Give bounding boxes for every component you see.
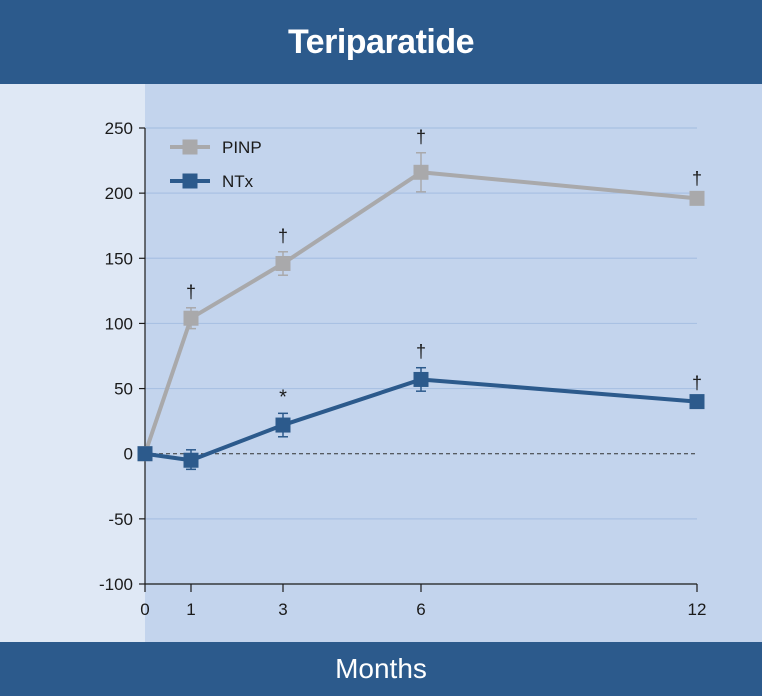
chart-title-banner: Teriparatide (0, 0, 762, 84)
axes (139, 127, 698, 592)
chart-title: Teriparatide (287, 22, 475, 61)
x-tick-label: 6 (416, 600, 425, 619)
data-point-ntx (183, 452, 199, 468)
data-point-pinp (413, 164, 429, 180)
y-tick-label: 250 (105, 119, 133, 138)
x-tick-label: 1 (186, 600, 195, 619)
data-point-pinp (689, 190, 705, 206)
significance-annotation: † (416, 127, 426, 147)
data-point-ntx (689, 394, 705, 410)
significance-annotation: * (279, 386, 287, 408)
legend: PINP NTx (170, 138, 262, 191)
legend-label-pinp: PINP (222, 138, 262, 157)
significance-annotation: † (278, 226, 288, 246)
gridlines (145, 127, 697, 520)
x-axis-label-banner: Months (0, 642, 762, 696)
significance-annotation: † (416, 342, 426, 362)
y-tick-label: -50 (108, 510, 133, 529)
tick-labels: 250 200 150 100 50 0 -50 -100 0 1 3 6 12 (99, 119, 706, 619)
data-point-pinp (275, 255, 291, 271)
y-tick-label: 200 (105, 184, 133, 203)
data-point-pinp (183, 310, 199, 326)
data-series: † † † † * † † (137, 127, 705, 471)
y-tick-label: 50 (114, 380, 133, 399)
data-point-ntx (137, 446, 153, 462)
y-tick-label: -100 (99, 575, 133, 594)
x-tick-label: 3 (278, 600, 287, 619)
x-tick-label: 0 (140, 600, 149, 619)
significance-annotation: † (186, 282, 196, 302)
y-tick-label: 100 (105, 314, 133, 333)
plot-area (145, 84, 762, 642)
legend-marker-pinp (182, 139, 198, 155)
data-point-ntx (413, 371, 429, 387)
data-point-ntx (275, 417, 291, 433)
y-tick-label: 0 (124, 445, 133, 464)
x-tick-label: 12 (688, 600, 707, 619)
y-tick-label: 150 (105, 249, 133, 268)
x-axis-label: Months (335, 653, 427, 684)
legend-marker-ntx (182, 173, 198, 189)
significance-annotation: † (692, 168, 702, 188)
line-chart: 250 200 150 100 50 0 -50 -100 0 1 3 6 12 † † † † * † † PIN… (0, 84, 762, 642)
legend-label-ntx: NTx (222, 172, 254, 191)
significance-annotation: † (692, 373, 702, 393)
